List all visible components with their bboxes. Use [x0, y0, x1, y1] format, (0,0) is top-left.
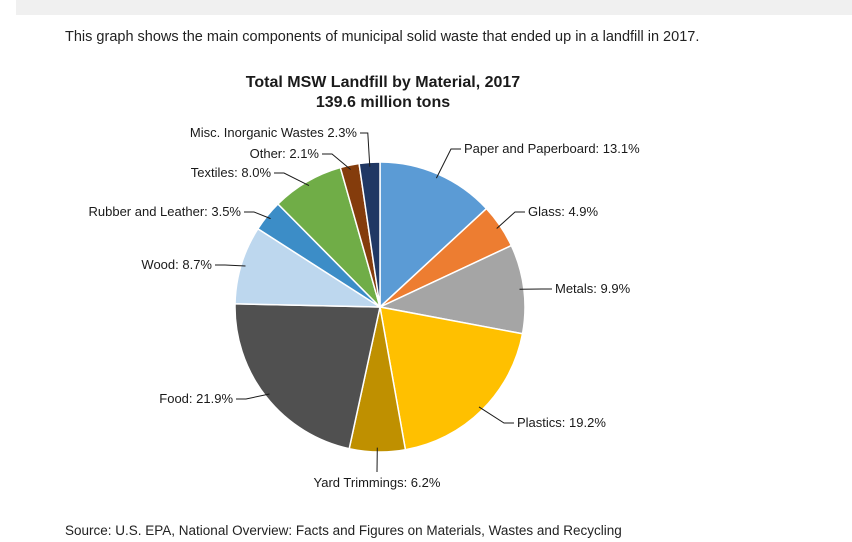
leader-line-paper-and-paperboard	[436, 149, 461, 178]
slice-label-plastics: Plastics: 19.2%	[517, 415, 606, 430]
slice-label-food: Food: 21.9%	[159, 391, 233, 406]
slice-label-rubber-and-leather: Rubber and Leather: 3.5%	[89, 204, 242, 219]
leader-line-misc-inorganic-wastes	[360, 133, 370, 167]
chart-title: Total MSW Landfill by Material, 2017	[246, 74, 521, 91]
slice-label-metals: Metals: 9.9%	[555, 281, 631, 296]
slice-label-misc-inorganic-wastes: Misc. Inorganic Wastes 2.3%	[190, 125, 358, 140]
leader-line-food	[236, 394, 270, 399]
leader-line-plastics	[479, 407, 514, 423]
slice-label-wood: Wood: 8.7%	[141, 257, 212, 272]
slice-label-yard-trimmings: Yard Trimmings: 6.2%	[314, 475, 441, 490]
slice-label-glass: Glass: 4.9%	[528, 204, 599, 219]
slice-label-other: Other: 2.1%	[250, 146, 320, 161]
chart-subtitle: 139.6 million tons	[316, 94, 450, 111]
slice-label-textiles: Textiles: 8.0%	[191, 165, 272, 180]
slice-label-paper-and-paperboard: Paper and Paperboard: 13.1%	[464, 141, 640, 156]
source-text: Source: U.S. EPA, National Overview: Fac…	[65, 523, 622, 538]
